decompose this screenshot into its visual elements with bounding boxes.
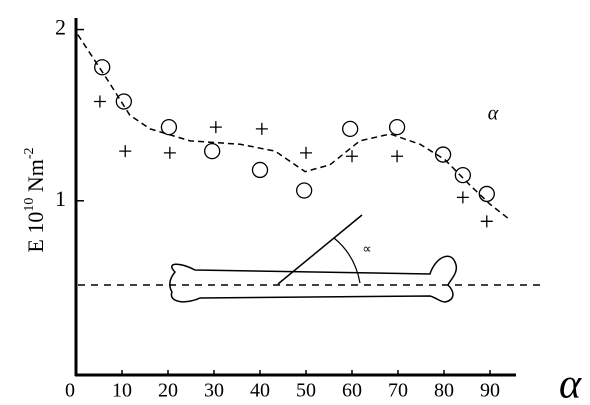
y-axis-label: E 1010 Nm-2 bbox=[22, 147, 48, 252]
plus-point bbox=[163, 146, 176, 159]
y-tick-label: 1 bbox=[55, 186, 66, 211]
circle-point bbox=[388, 119, 406, 136]
annotation: ∝ bbox=[362, 241, 371, 256]
plus-point bbox=[480, 215, 493, 228]
x-tick-label: 60 bbox=[342, 380, 362, 402]
plus-point bbox=[255, 122, 268, 135]
circle-point bbox=[296, 182, 313, 199]
circle-point bbox=[204, 142, 221, 160]
circle-point bbox=[342, 120, 359, 138]
fit-curve bbox=[77, 34, 511, 221]
plus-point bbox=[346, 150, 358, 163]
x-tick-label: 20 bbox=[158, 380, 178, 402]
angle-line bbox=[277, 214, 363, 285]
y-label-part: E 10 bbox=[23, 212, 48, 253]
y-tick-label: 2 bbox=[55, 15, 66, 40]
x-tick-label: 10 bbox=[112, 380, 132, 402]
circle-point bbox=[454, 166, 472, 184]
x-tick-label: 50 bbox=[296, 380, 316, 402]
x-axis-label: α bbox=[559, 362, 582, 405]
plus-point bbox=[93, 95, 106, 108]
plus-point bbox=[209, 121, 222, 134]
circle-point bbox=[160, 119, 178, 136]
circle-point bbox=[251, 161, 269, 179]
x-tick-label: 90 bbox=[480, 380, 500, 402]
y-label-part: -2 bbox=[22, 147, 37, 159]
x-tick-label: 40 bbox=[250, 380, 270, 402]
plus-point bbox=[456, 191, 469, 204]
angle-arc bbox=[333, 237, 361, 284]
bone-sketch bbox=[169, 255, 458, 303]
x-tick-label: 70 bbox=[388, 380, 408, 402]
plus-point bbox=[391, 150, 404, 163]
plus-point bbox=[119, 145, 132, 158]
x-tick-label: 30 bbox=[204, 380, 224, 402]
circle-point bbox=[94, 59, 111, 76]
y-label-part: 10 bbox=[22, 198, 37, 212]
annotation: α bbox=[488, 103, 499, 125]
y-label-part: Nm bbox=[23, 159, 48, 198]
circle-point bbox=[115, 93, 132, 110]
circle-point bbox=[434, 146, 452, 163]
x-tick-label: 0 bbox=[65, 380, 75, 402]
plus-point bbox=[300, 146, 312, 159]
x-tick-label: 80 bbox=[434, 380, 454, 402]
circle-point bbox=[478, 185, 495, 203]
